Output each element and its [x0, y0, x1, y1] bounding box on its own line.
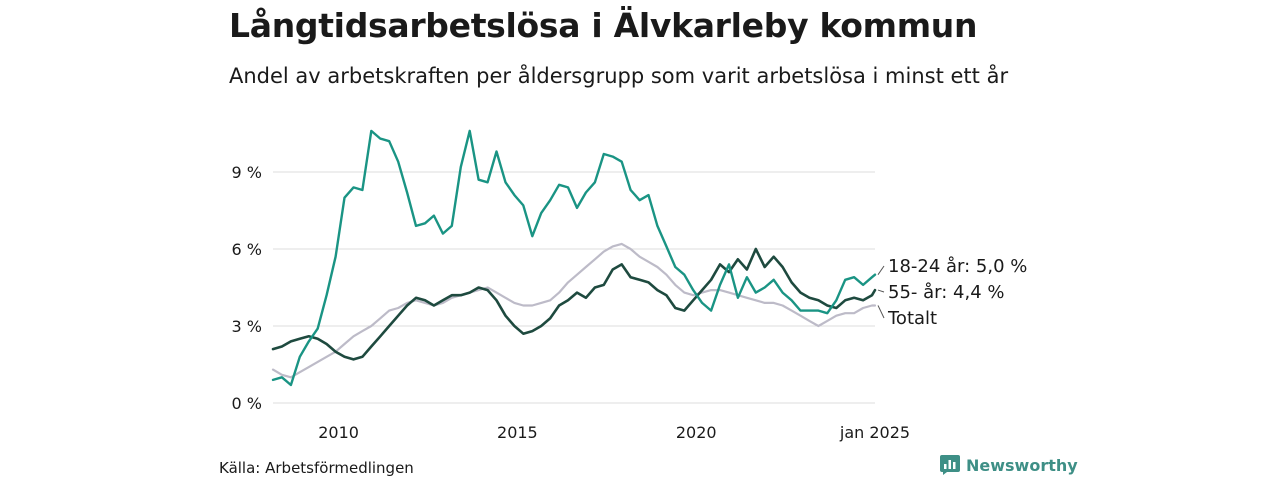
gridlines: [273, 171, 875, 404]
brand-logo[interactable]: Newsworthy: [940, 455, 1078, 475]
end-labels: Totalt 55- år: 4,4 % 18-24 år: 5,0 %: [877, 256, 1027, 329]
bar-chart-icon: [940, 455, 960, 475]
leader-line: [877, 305, 885, 319]
y-tick-label: 3 %: [232, 317, 262, 336]
x-tick-label: 2020: [676, 423, 717, 442]
brand-name: Newsworthy: [966, 455, 1078, 475]
chart-title: Långtidsarbetslösa i Älvkarleby kommun: [229, 6, 978, 45]
y-axis-ticks: 0 % 3 % 6 % 9 %: [232, 163, 262, 413]
series-line-55: [271, 247, 877, 361]
chart-subtitle: Andel av arbetskraften per åldersgrupp s…: [229, 64, 1009, 88]
label-18-24: 18-24 år: 5,0 %: [888, 256, 1027, 277]
x-axis-ticks: 2010 2015 2020 jan 2025: [318, 423, 910, 442]
label-totalt: Totalt: [887, 308, 937, 329]
series-line-18-24: [271, 129, 877, 387]
x-tick-label: 2010: [318, 423, 359, 442]
series-line-totalt: [271, 242, 877, 379]
label-55: 55- år: 4,4 %: [888, 282, 1004, 303]
y-tick-label: 9 %: [232, 163, 262, 182]
leader-line: [877, 265, 885, 275]
x-tick-label: jan 2025: [839, 423, 910, 442]
series-lines: [271, 129, 877, 387]
y-tick-label: 0 %: [232, 394, 262, 413]
y-tick-label: 6 %: [232, 240, 262, 259]
source-note: Källa: Arbetsförmedlingen: [219, 459, 414, 477]
leader-line: [877, 289, 885, 293]
x-tick-label: 2015: [497, 423, 538, 442]
